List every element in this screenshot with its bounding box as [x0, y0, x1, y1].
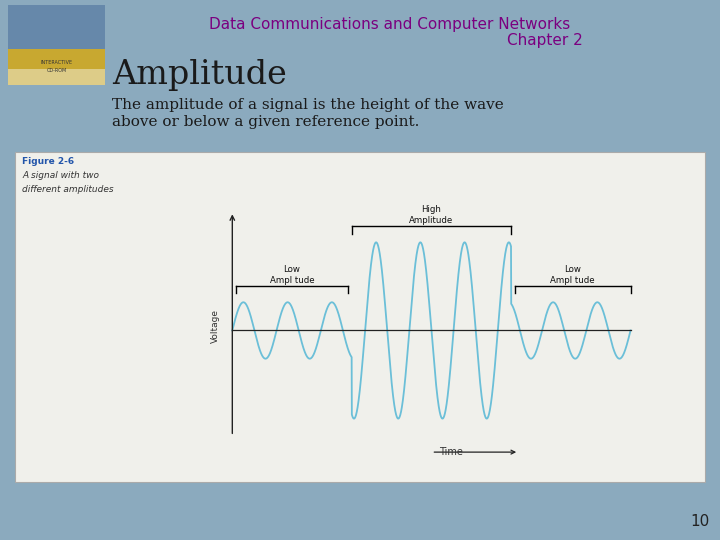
Text: above or below a given reference point.: above or below a given reference point. — [112, 115, 419, 129]
Text: INTERACTIVE: INTERACTIVE — [40, 60, 73, 65]
Text: Data Communications and Computer Networks: Data Communications and Computer Network… — [210, 17, 571, 31]
Text: The amplitude of a signal is the height of the wave: The amplitude of a signal is the height … — [112, 98, 504, 112]
Text: A signal with two: A signal with two — [22, 172, 99, 180]
Text: Chapter 2: Chapter 2 — [507, 32, 583, 48]
Text: Time: Time — [439, 447, 463, 457]
FancyBboxPatch shape — [8, 69, 105, 85]
Text: Amplitude: Amplitude — [112, 59, 287, 91]
Text: Low
Ampl tude: Low Ampl tude — [551, 265, 595, 285]
FancyBboxPatch shape — [15, 152, 705, 482]
Text: High
Amplitude: High Amplitude — [409, 205, 454, 225]
Text: 10: 10 — [690, 515, 710, 530]
Text: Low
Ampl tude: Low Ampl tude — [270, 265, 315, 285]
Text: Voltage: Voltage — [211, 309, 220, 343]
FancyBboxPatch shape — [8, 49, 105, 69]
Text: Figure 2-6: Figure 2-6 — [22, 158, 74, 166]
Text: CD-ROM: CD-ROM — [46, 68, 67, 73]
Text: different amplitudes: different amplitudes — [22, 185, 114, 193]
FancyBboxPatch shape — [8, 5, 105, 49]
